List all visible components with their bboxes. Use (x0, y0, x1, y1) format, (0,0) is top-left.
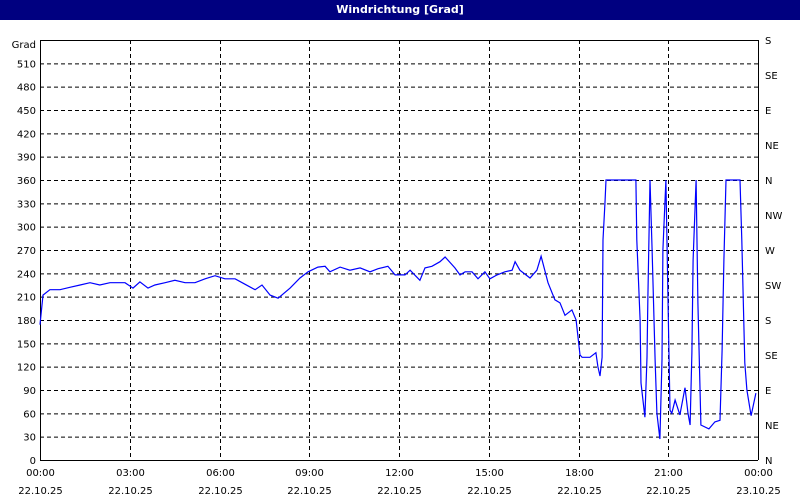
x-tick-time: 00:00 (26, 468, 55, 479)
right-tick-label: W (765, 246, 775, 257)
x-tick-time: 00:00 (744, 468, 773, 479)
y-tick-label: 360 (17, 176, 36, 187)
y-tick-label: 510 (17, 59, 36, 70)
x-tick-time: 09:00 (295, 468, 324, 479)
y-tick-label: 150 (17, 339, 36, 350)
wind-direction-line (39, 179, 757, 440)
x-tick-time: 06:00 (206, 468, 235, 479)
x-tick-date: 22.10.25 (646, 486, 691, 497)
y-tick-label: 390 (17, 153, 36, 164)
y-tick-label: 90 (23, 386, 36, 397)
x-tick-date: 22.10.25 (18, 486, 63, 497)
right-tick-label: N (765, 456, 772, 467)
x-tick-date: 22.10.25 (557, 486, 602, 497)
y-tick-label: 450 (17, 106, 36, 117)
x-tick-date: 23.10.25 (736, 486, 781, 497)
x-tick-date: 22.10.25 (287, 486, 332, 497)
y-tick-label: 420 (17, 129, 36, 140)
right-tick-label: NE (765, 141, 779, 152)
x-tick-date: 22.10.25 (108, 486, 153, 497)
chart-title: Windrichtung [Grad] (0, 0, 800, 20)
y-tick-label: 60 (23, 409, 36, 420)
x-tick-time: 03:00 (116, 468, 145, 479)
x-tick-date: 22.10.25 (198, 486, 243, 497)
y-axis-label: Grad (12, 40, 36, 51)
right-tick-label: SE (765, 71, 778, 82)
x-tick-date: 22.10.25 (467, 486, 512, 497)
right-tick-label: E (765, 106, 771, 117)
right-tick-label: S (765, 316, 771, 327)
y-tick-label: 180 (17, 316, 36, 327)
right-tick-label: SE (765, 351, 778, 362)
y-tick-label: 0 (30, 456, 36, 467)
y-tick-label: 240 (17, 269, 36, 280)
x-tick-time: 15:00 (475, 468, 504, 479)
right-tick-label: S (765, 36, 771, 47)
right-tick-label: NW (765, 211, 782, 222)
y-tick-label: 30 (23, 433, 36, 444)
y-tick-label: 480 (17, 83, 36, 94)
right-tick-label: E (765, 386, 771, 397)
x-tick-date: 22.10.25 (377, 486, 422, 497)
right-tick-label: SW (765, 281, 781, 292)
x-tick-time: 18:00 (565, 468, 594, 479)
x-tick-time: 12:00 (385, 468, 414, 479)
y-tick-label: 330 (17, 199, 36, 210)
x-tick-time: 21:00 (654, 468, 683, 479)
wind-direction-chart: 0 30 60 90 120 150 180 210 240 270 300 330 360 390 420… (12, 36, 783, 497)
right-tick-label: NE (765, 421, 779, 432)
y-tick-label: 210 (17, 293, 36, 304)
y-tick-label: 120 (17, 363, 36, 374)
right-tick-label: N (765, 176, 772, 187)
y-tick-label: 300 (17, 223, 36, 234)
y-tick-label: 270 (17, 246, 36, 257)
